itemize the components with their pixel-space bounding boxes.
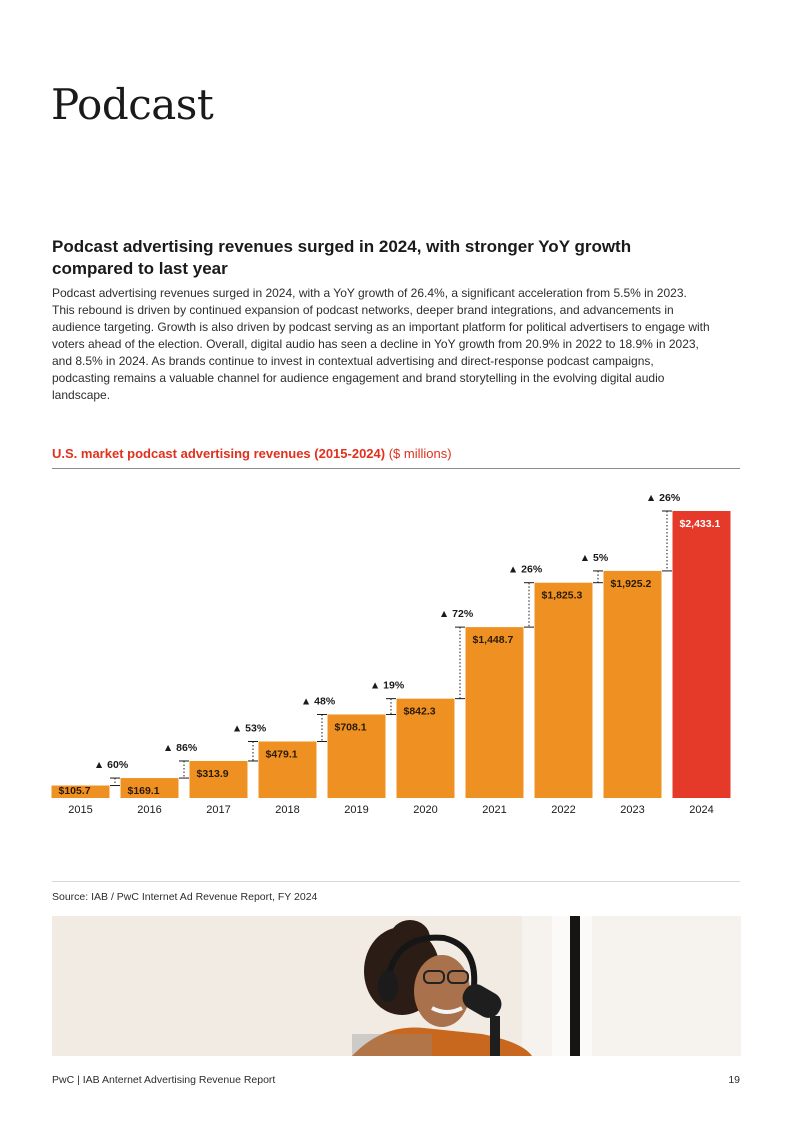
growth-label-2019: ▲ 48% [301, 695, 336, 707]
section-body: Podcast advertising revenues surged in 2… [52, 286, 710, 402]
source-note: Source: IAB / PwC Internet Ad Revenue Re… [52, 891, 318, 903]
x-tick-2016: 2016 [137, 804, 161, 816]
value-label-2021: $1,448.7 [473, 634, 514, 646]
x-tick-2019: 2019 [344, 804, 368, 816]
value-label-2023: $1,925.2 [611, 578, 652, 590]
chart-top-rule [52, 468, 740, 469]
growth-label-2022: ▲ 26% [508, 564, 543, 576]
value-label-2020: $842.3 [404, 706, 436, 718]
bar-2019 [327, 714, 386, 798]
x-tick-2024: 2024 [689, 804, 713, 816]
chart-units: ($ millions) [388, 446, 452, 461]
bar-2020 [396, 698, 455, 798]
bar-2021 [465, 627, 524, 798]
value-label-2018: $479.1 [266, 748, 298, 760]
value-label-2019: $708.1 [335, 721, 367, 733]
revenue-bar-chart: $105.7 2015 $169.1 2016 $313.9 2017 $479.1 2018… [51, 492, 731, 816]
growth-label-2016: ▲ 60% [94, 759, 129, 771]
x-tick-2017: 2017 [206, 804, 230, 816]
value-label-2015: $105.7 [59, 785, 91, 797]
x-tick-2022: 2022 [551, 804, 575, 816]
growth-label-2021: ▲ 72% [439, 608, 474, 620]
value-label-2017: $313.9 [197, 768, 229, 780]
value-label-2024: $2,433.1 [680, 518, 721, 530]
page-title: Podcast [51, 80, 214, 129]
x-tick-2023: 2023 [620, 804, 644, 816]
bar-2022 [534, 582, 593, 798]
bar-2017 [189, 760, 248, 798]
podcaster-photo [52, 916, 741, 1056]
chart-header: U.S. market podcast advertising revenues… [52, 445, 742, 463]
growth-label-2017: ▲ 86% [163, 742, 198, 754]
growth-label-2023: ▲ 5% [580, 552, 609, 564]
growth-label-2020: ▲ 19% [370, 680, 405, 692]
page-number: 19 [728, 1074, 740, 1086]
growth-label-2024: ▲ 26% [646, 492, 681, 504]
x-tick-2018: 2018 [275, 804, 299, 816]
bar-2016 [120, 778, 179, 798]
chart-bottom-rule [52, 881, 740, 882]
footer-text: PwC | IAB Anternet Advertising Revenue R… [52, 1074, 276, 1086]
bar-2015 [51, 785, 110, 798]
value-label-2022: $1,825.3 [542, 590, 583, 602]
value-label-2016: $169.1 [128, 785, 160, 797]
chart-title: U.S. market podcast advertising revenues… [52, 446, 386, 461]
x-tick-2021: 2021 [482, 804, 506, 816]
bar-2018 [258, 741, 317, 798]
bar-2023 [603, 570, 662, 798]
x-tick-2015: 2015 [68, 804, 92, 816]
x-tick-2020: 2020 [413, 804, 437, 816]
growth-label-2018: ▲ 53% [232, 722, 267, 734]
section-heading: Podcast advertising revenues surged in 2… [52, 237, 632, 278]
bar-2024 [672, 511, 731, 798]
